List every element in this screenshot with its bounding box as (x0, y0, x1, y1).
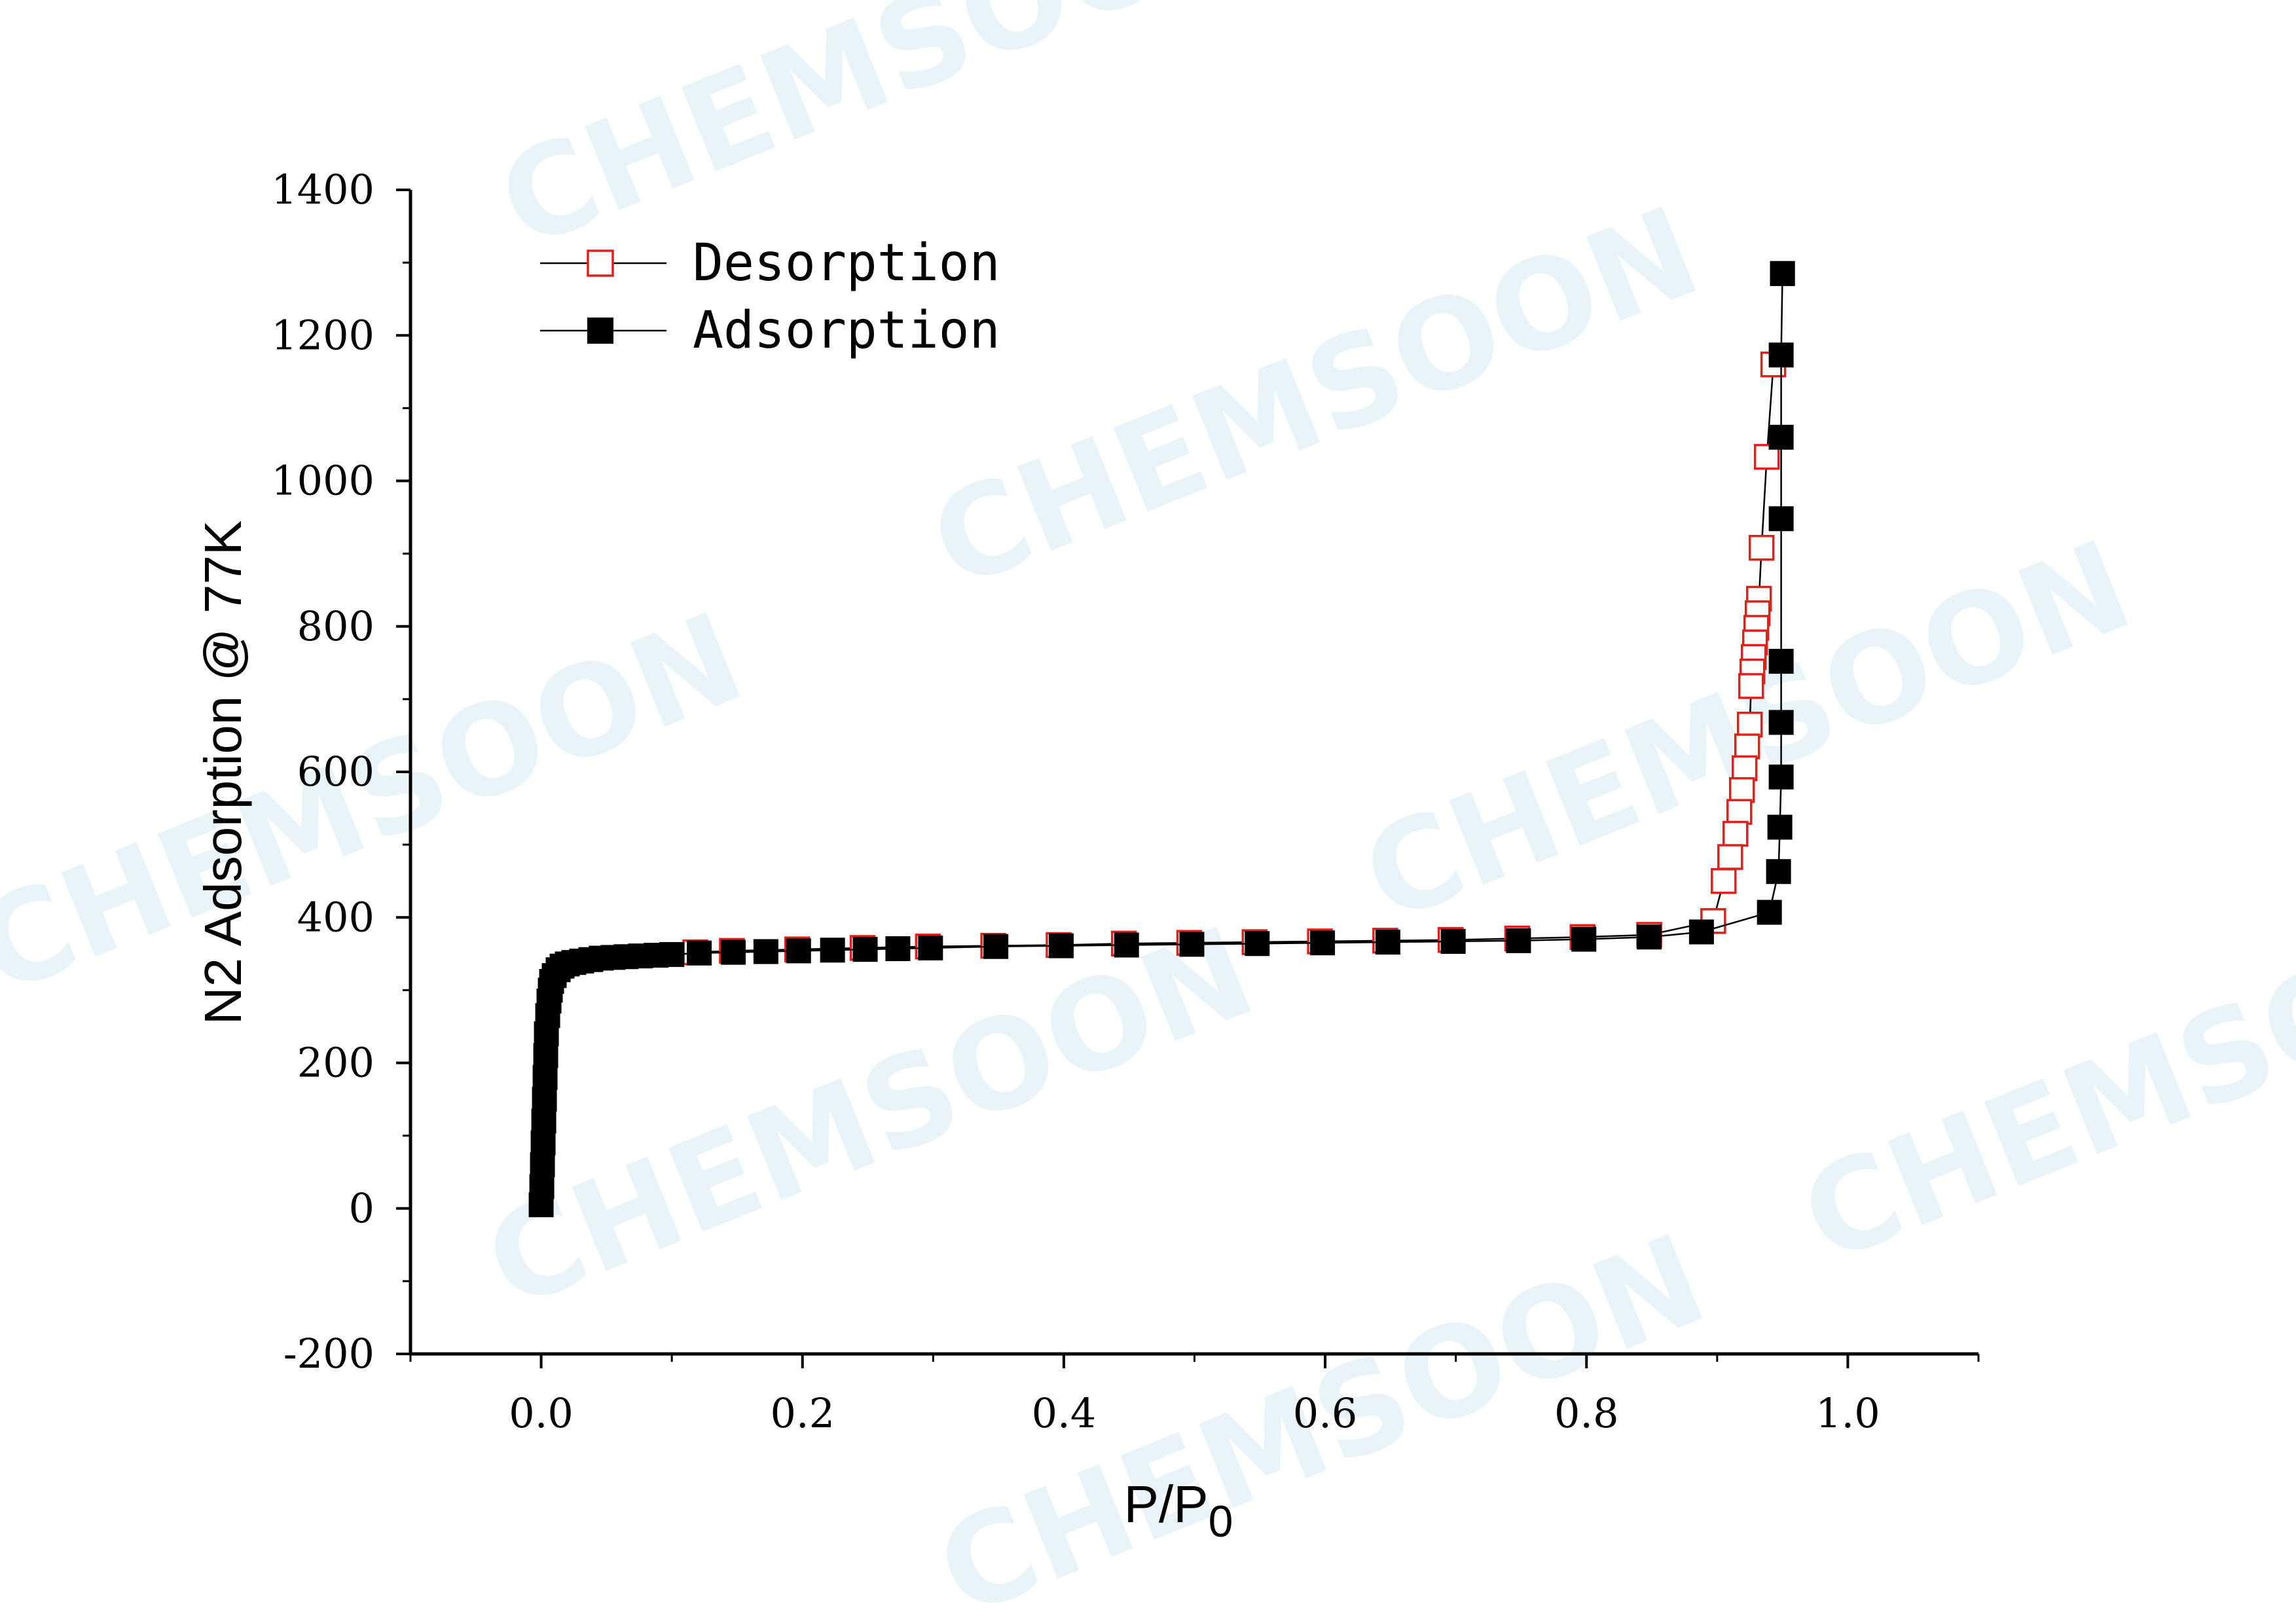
adsorption-point (533, 1043, 558, 1068)
y-tick-label: 1400 (271, 166, 374, 213)
legend-entry-adsorption: Adsorption (540, 301, 1000, 360)
adsorption-point (1506, 928, 1531, 953)
adsorption-point (1766, 859, 1791, 884)
y-ticks: -200 0 200 400 600 800 1000 1200 1400 (271, 166, 410, 1377)
x-tick-label: 0.8 (1554, 1389, 1619, 1437)
adsorption-point (852, 937, 878, 962)
adsorption-point (1048, 933, 1074, 958)
adsorption-point (1767, 814, 1793, 840)
watermark-2: CHEMSOON (913, 179, 1717, 617)
desorption-point (1753, 444, 1780, 470)
desorption-point (1729, 777, 1755, 803)
desorption-point (1748, 534, 1775, 561)
y-tick-label: 600 (297, 748, 374, 795)
legend-label-desorption: Desorption (693, 234, 1000, 293)
adsorption-point (1768, 649, 1794, 674)
desorption-point (1738, 673, 1764, 699)
legend-marker-desorption (587, 249, 614, 277)
x-axis-title-subscript: 0 (1209, 1497, 1233, 1546)
x-axis-title-main: P/P (1124, 1475, 1209, 1533)
adsorption-point (1179, 932, 1205, 957)
x-axis-title: P/P0 (1124, 1475, 1233, 1546)
y-tick-label: 0 (349, 1184, 374, 1232)
x-tick-label: 0.0 (509, 1389, 574, 1437)
y-axis-title: N2 Adsorption @ 77K (194, 520, 252, 1025)
adsorption-point (1310, 930, 1336, 956)
legend: Desorption Adsorption (540, 234, 1000, 360)
y-tick-label: 1000 (271, 457, 374, 505)
adsorption-point (1768, 424, 1794, 450)
adsorption-point (1440, 928, 1466, 954)
adsorption-point (983, 934, 1009, 959)
adsorption-point (659, 941, 685, 967)
adsorption-point (1768, 506, 1794, 532)
adsorption-point (1688, 919, 1714, 945)
adsorption-point (1114, 932, 1139, 958)
adsorption-point (1768, 764, 1794, 790)
legend-label-adsorption: Adsorption (693, 301, 1000, 360)
adsorption-point (532, 1087, 557, 1112)
x-ticks: 0.0 0.2 0.4 0.6 0.8 1.0 (409, 1354, 1980, 1437)
x-tick-label: 0.6 (1293, 1389, 1358, 1437)
series-adsorption (528, 261, 1795, 1218)
adsorption-point (687, 940, 712, 966)
desorption-point (1717, 844, 1743, 870)
adsorption-point (1770, 261, 1795, 286)
watermark-6: CHEMSOON (1783, 854, 2296, 1291)
adsorption-point (786, 938, 811, 964)
legend-marker-adsorption (587, 318, 613, 344)
adsorption-point (918, 935, 943, 960)
adsorption-point (529, 1174, 555, 1199)
series-layer (528, 261, 1795, 1218)
desorption-point (1726, 799, 1753, 825)
desorption-point (1736, 712, 1763, 738)
adsorption-point (530, 1130, 556, 1156)
adsorption-point (1768, 710, 1794, 735)
adsorption-point (532, 1065, 558, 1090)
y-tick-label: 800 (297, 602, 374, 650)
desorption-point (1711, 867, 1737, 894)
x-tick-label: 1.0 (1815, 1389, 1880, 1437)
adsorption-point (720, 939, 746, 965)
adsorption-point (1768, 342, 1794, 368)
desorption-point (1731, 755, 1758, 782)
adsorption-point (820, 938, 845, 963)
legend-entry-desorption: Desorption (540, 234, 1000, 293)
adsorption-point (1245, 931, 1270, 957)
adsorption-point (1757, 900, 1782, 925)
adsorption-point (753, 939, 778, 964)
y-tick-label: 200 (297, 1039, 374, 1087)
adsorption-point (1637, 924, 1662, 950)
desorption-point (1722, 820, 1749, 847)
desorption-point (1734, 733, 1760, 759)
adsorption-point (531, 1108, 556, 1134)
y-tick-label: 400 (297, 893, 374, 941)
y-tick-label: -200 (283, 1330, 374, 1377)
y-tick-label: 1200 (271, 311, 374, 359)
adsorption-point (1375, 930, 1400, 955)
adsorption-point (530, 1152, 555, 1178)
adsorption-point (1571, 926, 1597, 952)
x-tick-label: 0.4 (1032, 1389, 1097, 1437)
x-tick-label: 0.2 (770, 1389, 835, 1437)
adsorption-point (885, 936, 911, 962)
